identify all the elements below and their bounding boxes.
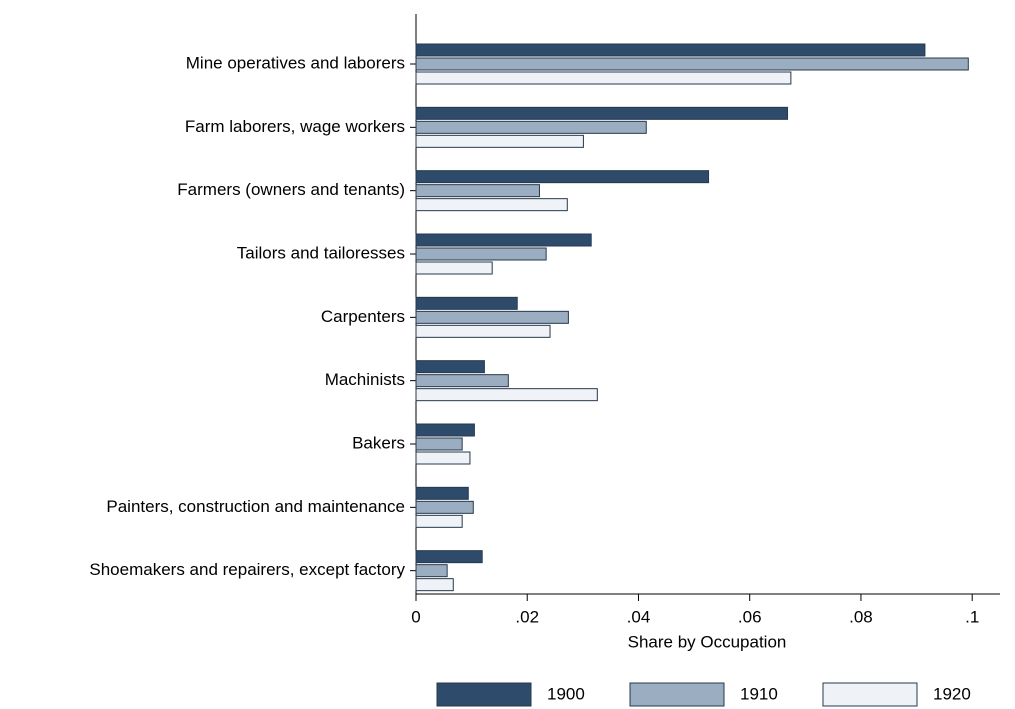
bar: [415, 198, 568, 212]
y-tick-label: Mine operatives and laborers: [186, 53, 405, 72]
legend-label: 1920: [933, 684, 971, 703]
bar: [415, 43, 926, 57]
legend-swatch: [629, 682, 725, 707]
y-tick-label: Machinists: [325, 370, 405, 389]
bar: [415, 423, 475, 437]
x-tick-label: .02: [515, 607, 539, 626]
bar: [415, 324, 551, 338]
y-tick-label: Farmers (owners and tenants): [177, 180, 405, 199]
bar: [415, 106, 789, 120]
bar: [415, 500, 474, 514]
bar: [415, 486, 469, 500]
bar: [415, 134, 584, 148]
bar: [415, 550, 483, 564]
bar: [415, 71, 792, 85]
bar: [415, 437, 463, 451]
y-tick-label: Shoemakers and repairers, except factory: [89, 560, 405, 579]
bar: [415, 120, 647, 134]
bar: [415, 170, 710, 184]
y-tick-label: Bakers: [352, 433, 405, 452]
x-axis-title: Share by Occupation: [628, 632, 787, 651]
bar: [415, 578, 454, 592]
x-tick-label: .1: [965, 607, 979, 626]
legend-swatch: [822, 682, 918, 707]
bar: [415, 451, 471, 465]
x-tick-label: .04: [627, 607, 651, 626]
x-tick-label: .06: [738, 607, 762, 626]
x-tick-label: 0: [411, 607, 420, 626]
bar: [415, 388, 598, 402]
bar: [415, 360, 485, 374]
bar: [415, 514, 463, 528]
bar: [415, 233, 592, 247]
y-tick-label: Carpenters: [321, 307, 405, 326]
y-tick-label: Tailors and tailoresses: [237, 243, 405, 262]
legend-swatch: [436, 682, 532, 707]
y-tick-label: Farm laborers, wage workers: [185, 117, 405, 136]
bar: [415, 247, 547, 261]
bar: [415, 374, 509, 388]
bar: [415, 261, 493, 275]
legend-label: 1900: [547, 684, 585, 703]
bar: [415, 564, 448, 578]
x-tick-label: .08: [849, 607, 873, 626]
bar: [415, 296, 518, 310]
bar: [415, 57, 969, 71]
bar: [415, 310, 569, 324]
legend-label: 1910: [740, 684, 778, 703]
y-tick-label: Painters, construction and maintenance: [106, 497, 405, 516]
bar: [415, 184, 540, 198]
